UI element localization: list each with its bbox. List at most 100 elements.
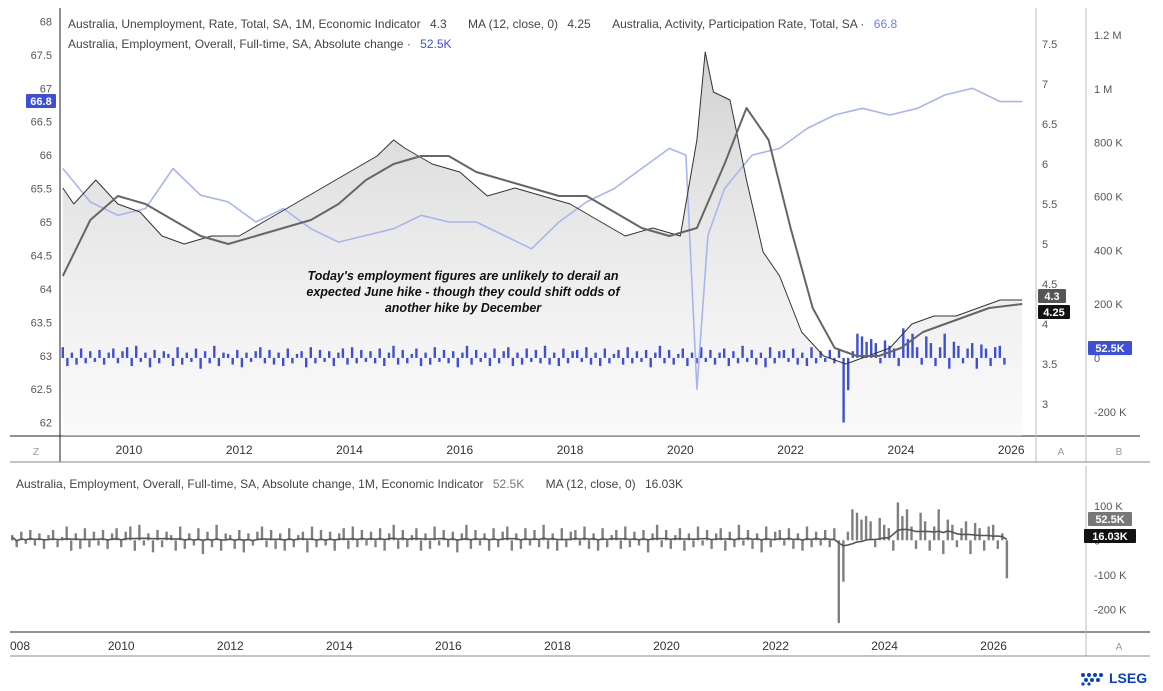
employment-bar [203, 351, 207, 358]
lower-employment-bar [587, 540, 591, 549]
lseg-logo: LSEG [1080, 670, 1147, 686]
lower-employment-bar [24, 540, 27, 544]
lower-employment-bar [715, 533, 718, 541]
lower-employment-bar [88, 540, 91, 548]
employment-bar [507, 347, 510, 358]
lower-employment-bar [79, 540, 82, 549]
lower-employment-bar [342, 528, 345, 541]
lower-employment-bar [964, 521, 968, 541]
lower-employment-bar [465, 524, 468, 541]
legend-lower-ma-label[interactable]: MA (12, close, 0) [545, 477, 636, 491]
employment-bar [828, 349, 831, 358]
lower-employment-bar [556, 540, 559, 551]
legend-ma-label[interactable]: MA (12, close, 0) [467, 17, 559, 31]
lower-employment-bar [633, 531, 636, 541]
left-axis-tick: 64 [40, 284, 52, 296]
employment-bar [396, 357, 400, 365]
employment-bar [520, 357, 524, 365]
employment-badge: 52.5K [1095, 343, 1124, 355]
employment-bar [998, 345, 1001, 358]
upper-x-tick: 2024 [888, 443, 915, 457]
ma-badge-bg [1038, 305, 1070, 319]
left-axis-tick: 62.5 [31, 384, 52, 396]
lower-employment-bar [542, 524, 545, 541]
lower-employment-bar [874, 540, 877, 548]
lower-employment-bar [928, 540, 931, 551]
lower-employment-bar [824, 530, 827, 541]
employment-bar [576, 349, 579, 358]
employment-bar [185, 352, 188, 358]
lower-employment-bar [392, 524, 395, 541]
employment-bar [102, 357, 106, 365]
employment-bar [966, 348, 969, 358]
axis-b-tick: 800 K [1094, 138, 1123, 150]
lower-employment-bar [987, 526, 990, 541]
employment-bar [833, 357, 836, 364]
lower-employment-bar [696, 526, 700, 541]
lower-employment-bar [819, 540, 822, 546]
lower-employment-bar [229, 535, 232, 541]
lseg-logo-text: LSEG [1109, 670, 1148, 686]
lower-employment-bar [669, 540, 672, 549]
lower-employment-bar [256, 531, 259, 541]
corner-label-lower-a: A [1116, 642, 1123, 653]
lower-employment-bar [360, 530, 364, 541]
employment-bar [135, 345, 138, 358]
lower-employment-bar [156, 530, 159, 541]
employment-bar [879, 357, 882, 364]
employment-bar [470, 357, 473, 365]
lower-employment-bar [206, 531, 209, 541]
lower-employment-bar [338, 533, 341, 541]
lower-employment-bar [83, 528, 87, 541]
employment-bar [465, 345, 469, 358]
lower-employment-bar [506, 526, 509, 541]
lower-employment-bar [751, 540, 754, 549]
employment-bar [980, 344, 983, 358]
lower-employment-bar [138, 524, 141, 541]
lower-employment-bar [655, 524, 659, 541]
employment-bar [245, 352, 248, 358]
legend-lower-label[interactable]: Australia, Employment, Overall, Full-tim… [16, 477, 484, 491]
lower-employment-bar [710, 540, 713, 549]
employment-bar [484, 352, 487, 358]
employment-bar [870, 339, 873, 358]
lower-employment-bar [801, 540, 804, 551]
lower-employment-bar [456, 540, 459, 553]
unemployment-line [62, 51, 1023, 365]
legend-employment-label[interactable]: Australia, Employment, Overall, Full-tim… [68, 37, 411, 51]
lower-employment-bar [129, 526, 132, 541]
lower-employment-bar [324, 540, 327, 546]
corner-label-a: A [1058, 447, 1065, 458]
axis-b-tick: 1.2 M [1094, 30, 1122, 42]
employment-bar [167, 353, 170, 358]
lower-employment-bar [701, 540, 704, 546]
employment-bar [419, 357, 423, 366]
upper-x-tick: 2026 [998, 443, 1025, 457]
lower-employment-bar [33, 540, 37, 546]
lower-employment-bar [919, 512, 922, 541]
employment-bar [631, 357, 634, 364]
axis-a-tick: 7.5 [1042, 39, 1057, 51]
employment-bar [401, 349, 404, 358]
lower-ma-badge: 16.03K [1092, 531, 1128, 543]
employment-bar [773, 357, 776, 364]
lower-employment-bar [692, 540, 695, 548]
lower-employment-bar [705, 530, 709, 541]
legend-unemployment-label[interactable]: Australia, Unemployment, Rate, Total, SA… [68, 17, 421, 31]
chart-annotation: Today's employment figures are unlikely … [306, 269, 620, 315]
lower-employment-bar [783, 540, 786, 546]
employment-bar [369, 351, 372, 358]
employment-bar [162, 351, 165, 358]
employment-bar [741, 345, 744, 358]
lower-employment-bar [892, 540, 895, 551]
lower-employment-bar [896, 502, 900, 541]
legend-participation-label[interactable]: Australia, Activity, Participation Rate,… [612, 17, 865, 31]
lower-x-tick: 2012 [217, 639, 244, 653]
employment-bar [277, 352, 280, 358]
lower-employment-bar [837, 540, 840, 624]
lower-employment-bar [519, 540, 523, 549]
lower-employment-badge-bg [1088, 512, 1132, 526]
lower-employment-bar [933, 526, 936, 541]
employment-bar [502, 351, 505, 358]
lower-employment-bar [406, 540, 409, 548]
